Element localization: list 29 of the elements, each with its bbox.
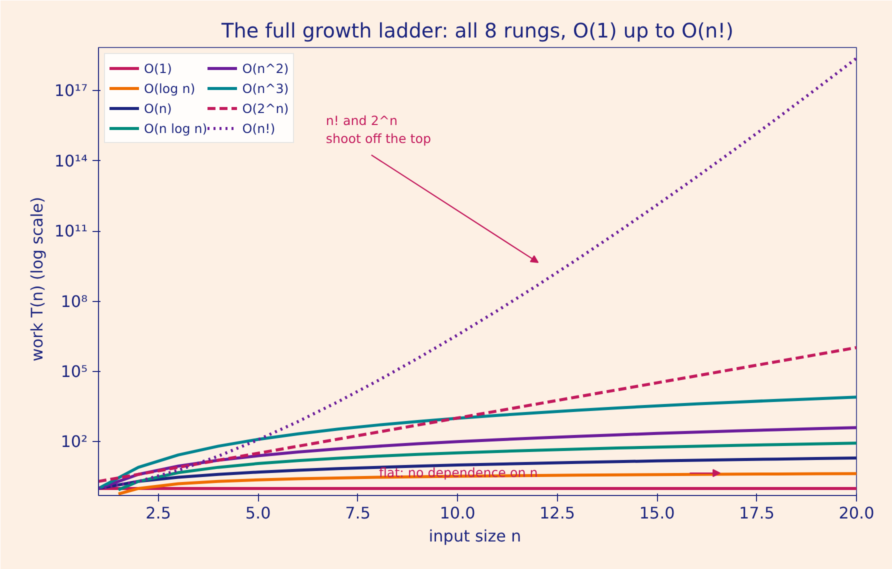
y-tick-label: 10⁸ (60, 292, 88, 311)
y-tick-label: 10² (60, 432, 88, 452)
legend-label: O(n log n) (144, 120, 208, 136)
x-tick-label: 15.0 (639, 504, 675, 522)
legend-label: O(n^2) (242, 60, 289, 76)
line-series (116, 442, 856, 492)
x-tick-label: 20.0 (838, 504, 874, 522)
legend-label: O(n^3) (242, 80, 289, 96)
legend-label: O(n!) (242, 120, 276, 136)
x-tick-label: 17.5 (738, 504, 775, 522)
y-axis-title: work T(n) (log scale) (27, 196, 46, 362)
x-tick-label: 12.5 (539, 504, 576, 522)
y-tick-label: 10¹⁷ (54, 81, 88, 100)
line-series (98, 396, 856, 490)
annotation: n! and 2^n shoot off the top (326, 113, 432, 146)
chart-title: The full growth ladder: all 8 rungs, O(1) up to O(n!) (220, 18, 734, 42)
x-tick-label: 5.0 (245, 504, 271, 522)
legend-label: O(log n) (144, 80, 196, 96)
y-tick-label: 10¹¹ (54, 222, 88, 241)
y-tick-label: 10⁵ (60, 362, 88, 381)
x-tick-label: 7.5 (345, 504, 371, 522)
x-axis-title: input size n (428, 526, 522, 546)
line-series (98, 346, 856, 483)
legend-label: O(1) (144, 60, 172, 76)
legend-label: O(2^n) (242, 100, 289, 116)
x-tick-label: 2.5 (146, 504, 172, 522)
y-tick-label: 10¹⁴ (54, 151, 88, 170)
x-tick-label: 10.0 (440, 504, 476, 522)
legend-label: O(n) (144, 100, 172, 116)
